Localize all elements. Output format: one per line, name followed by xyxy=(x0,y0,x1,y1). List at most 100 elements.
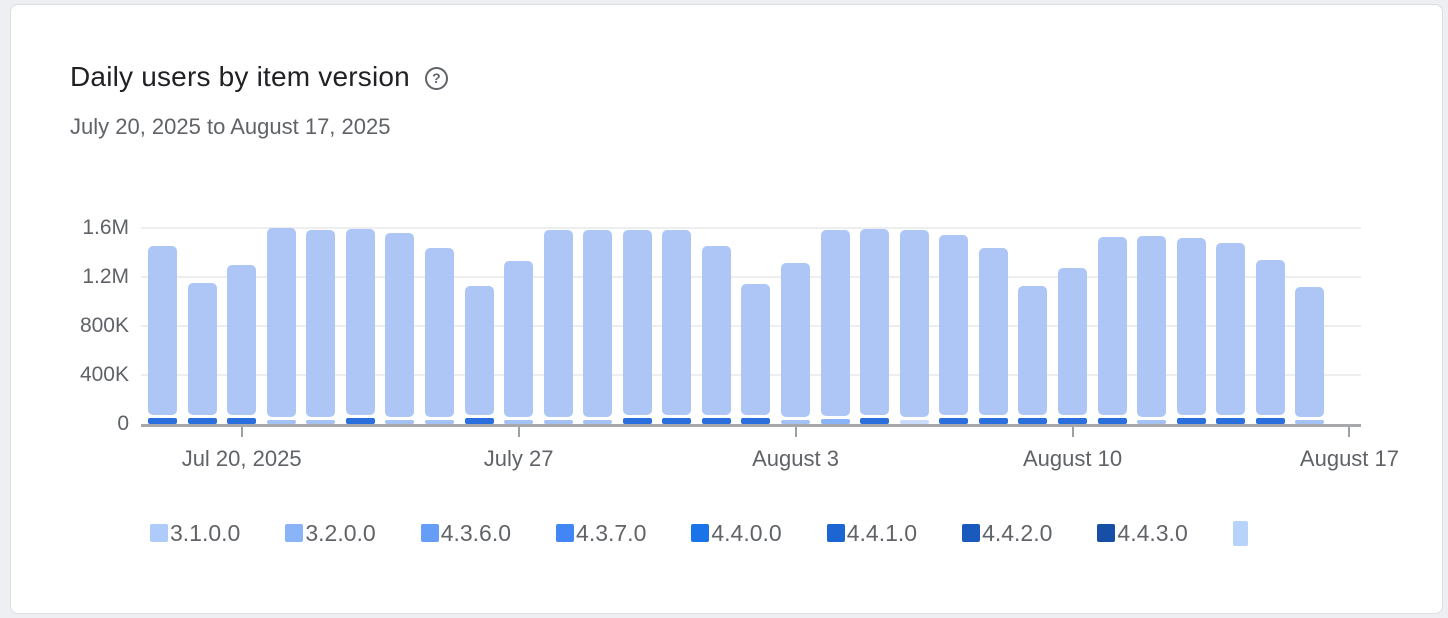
legend-swatch xyxy=(556,524,575,542)
chart-header: Daily users by item version ? xyxy=(70,61,448,93)
legend-label: 3.2.0.0 xyxy=(305,519,376,546)
bar-segment-main[interactable] xyxy=(1058,268,1088,415)
x-axis-line xyxy=(141,424,1361,427)
bar-segment-main[interactable] xyxy=(464,286,494,415)
bar-segment-main[interactable] xyxy=(187,283,217,415)
bar-segment-base[interactable] xyxy=(622,418,652,424)
x-tick-mark xyxy=(240,427,243,437)
bar-segment-main[interactable] xyxy=(1097,237,1127,415)
x-tick-label: August 17 xyxy=(1299,446,1400,471)
gridline-1.2M xyxy=(141,276,1361,278)
x-tick-label: July 27 xyxy=(483,446,554,471)
x-tick-label: August 10 xyxy=(1022,446,1123,471)
bar-segment-main[interactable] xyxy=(820,230,850,416)
bar-segment-base[interactable] xyxy=(266,420,296,424)
bar-segment-base[interactable] xyxy=(860,418,890,424)
bar-segment-base[interactable] xyxy=(820,419,850,424)
bar-segment-main[interactable] xyxy=(1255,260,1285,415)
bar-segment-base[interactable] xyxy=(939,418,969,424)
bar-segment-base[interactable] xyxy=(1137,420,1167,424)
legend-label: 4.4.3.0 xyxy=(1117,519,1188,546)
legend-item-3.2.0.0: 3.2.0.0 xyxy=(285,519,376,547)
bar-segment-base[interactable] xyxy=(1097,418,1127,424)
legend-swatch xyxy=(962,524,981,542)
bar-segment-base[interactable] xyxy=(504,420,534,424)
legend-item-4.4.3.0: 4.4.3.0 xyxy=(1097,519,1188,547)
bar-segment-base[interactable] xyxy=(899,420,929,424)
x-tick-label: August 3 xyxy=(752,446,839,471)
bar-segment-base[interactable] xyxy=(543,420,573,424)
bar-segment-main[interactable] xyxy=(1176,238,1206,415)
x-tick-mark xyxy=(517,427,520,437)
bar-segment-base[interactable] xyxy=(978,418,1008,424)
bar-segment-main[interactable] xyxy=(1295,287,1325,417)
legend-item-4.4.0.0: 4.4.0.0 xyxy=(691,519,782,547)
page-title: Daily users by item version xyxy=(70,61,410,92)
chart-card: Daily users by item version ? July 20, 2… xyxy=(10,4,1443,614)
bar-segment-base[interactable] xyxy=(701,418,731,424)
help-icon[interactable]: ? xyxy=(424,66,448,90)
bar-segment-main[interactable] xyxy=(583,230,613,417)
legend-item-clipped xyxy=(1232,520,1248,546)
legend-label: 4.4.0.0 xyxy=(711,519,782,546)
gridline-1.6M xyxy=(141,227,1361,229)
bar-segment-base[interactable] xyxy=(345,418,375,424)
legend-swatch xyxy=(150,524,168,542)
bar-segment-base[interactable] xyxy=(1255,418,1285,424)
bar-segment-base[interactable] xyxy=(1216,418,1246,424)
bar-segment-base[interactable] xyxy=(424,420,454,424)
bar-segment-main[interactable] xyxy=(860,229,890,415)
bar-segment-main[interactable] xyxy=(345,229,375,415)
bar-segment-main[interactable] xyxy=(662,230,692,415)
bar-segment-main[interactable] xyxy=(227,265,257,415)
legend-label: 4.3.6.0 xyxy=(440,519,512,546)
bar-segment-base[interactable] xyxy=(187,418,217,424)
x-tick-mark xyxy=(794,427,797,437)
legend-swatch xyxy=(691,524,710,542)
bar-segment-base[interactable] xyxy=(148,418,177,424)
bar-segment-main[interactable] xyxy=(385,233,415,417)
bar-segment-base[interactable] xyxy=(741,418,771,424)
bar-segment-main[interactable] xyxy=(899,230,929,417)
bar-segment-base[interactable] xyxy=(1058,418,1088,424)
bar-segment-main[interactable] xyxy=(1018,286,1048,415)
bar-segment-base[interactable] xyxy=(1176,418,1206,424)
bar-segment-base[interactable] xyxy=(781,420,811,424)
bar-segment-main[interactable] xyxy=(504,261,534,417)
bar-segment-main[interactable] xyxy=(1137,236,1167,417)
bar-segment-main[interactable] xyxy=(266,228,296,417)
bar-segment-main[interactable] xyxy=(622,230,652,415)
bar-segment-base[interactable] xyxy=(1295,420,1325,424)
bar-segment-base[interactable] xyxy=(227,418,257,424)
bar-segment-main[interactable] xyxy=(701,246,731,415)
bar-segment-main[interactable] xyxy=(1216,243,1246,415)
bar-segment-main[interactable] xyxy=(306,230,336,417)
y-tick-label: 1.6M xyxy=(82,216,129,239)
bar-segment-main[interactable] xyxy=(148,246,177,415)
bar-segment-main[interactable] xyxy=(939,235,969,415)
legend-label: 4.3.7.0 xyxy=(576,519,647,546)
bar-segment-base[interactable] xyxy=(464,418,494,424)
legend-item-3.1.0.0: 3.1.0.0 xyxy=(150,520,240,547)
bar-segment-base[interactable] xyxy=(306,420,336,424)
legend-label: 3.1.0.0 xyxy=(170,519,241,546)
y-tick-label: 800K xyxy=(79,314,129,337)
bar-segment-base[interactable] xyxy=(385,420,415,424)
bar-segment-main[interactable] xyxy=(741,284,771,415)
legend-item-4.4.2.0: 4.4.2.0 xyxy=(962,520,1052,547)
legend-label: 4.4.2.0 xyxy=(982,519,1053,546)
question-mark-glyph: ? xyxy=(432,70,441,86)
legend-swatch xyxy=(1097,524,1116,542)
bar-segment-base[interactable] xyxy=(662,418,692,424)
bar-segment-base[interactable] xyxy=(1018,418,1048,424)
legend-item-4.3.6.0: 4.3.6.0 xyxy=(420,519,512,547)
bar-segment-main[interactable] xyxy=(978,248,1008,415)
bar-segment-main[interactable] xyxy=(781,263,811,417)
bar-segment-main[interactable] xyxy=(424,248,454,417)
y-tick-label: 1.2M xyxy=(82,265,129,288)
bar-segment-main[interactable] xyxy=(543,230,573,417)
y-tick-label: 0 xyxy=(117,412,129,435)
bar-segment-base[interactable] xyxy=(583,420,613,424)
legend-swatch xyxy=(826,524,845,542)
legend-item-4.4.1.0: 4.4.1.0 xyxy=(826,520,917,547)
